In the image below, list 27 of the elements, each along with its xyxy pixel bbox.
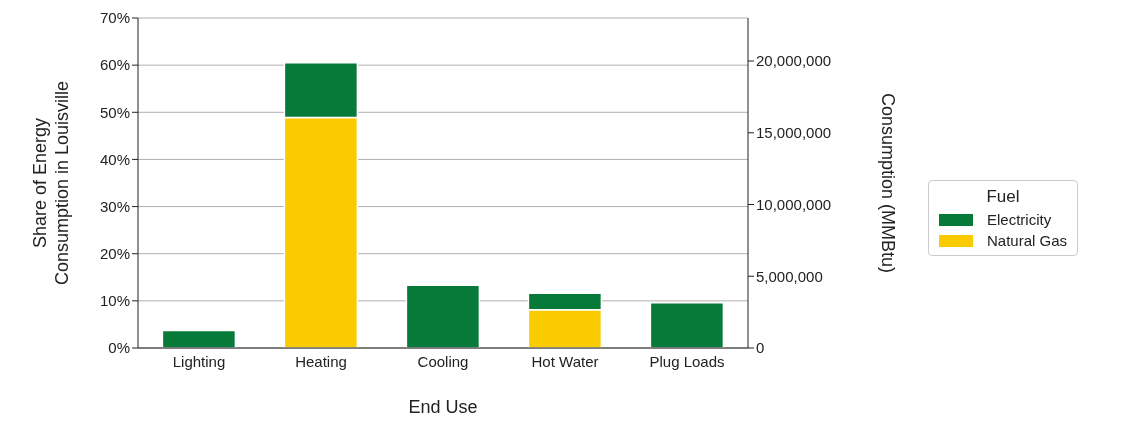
bar (649, 301, 725, 348)
y2-tick-label: 10,000,000 (756, 195, 832, 213)
y-tick-label: 60% (99, 56, 130, 74)
y-axis-title: Share of Energy Consumption in Louisville (30, 80, 72, 286)
legend-label: Electricity (987, 211, 1052, 228)
bar (161, 329, 237, 348)
y-tick-label: 70% (99, 9, 130, 27)
x-tick-label: Plug Loads (649, 352, 725, 370)
legend-title: Fuel (985, 187, 1021, 207)
y2-tick-label: 5,000,000 (756, 267, 823, 285)
x-tick-label: Cooling (417, 352, 469, 370)
y2-tick-label: 0 (756, 339, 765, 357)
x-axis-title: End Use (408, 397, 478, 417)
x-tick-label: Lighting (172, 352, 226, 370)
y-tick-label: 30% (99, 197, 130, 215)
y-tick-label: 50% (99, 103, 130, 121)
y-tick-label: 10% (99, 292, 130, 310)
x-tick-label: Hot Water (531, 352, 599, 370)
legend-label: Natural Gas (987, 232, 1068, 249)
x-tick-label: Heating (295, 352, 347, 370)
y2-tick-label: 15,000,000 (756, 124, 832, 142)
y-tick-label: 20% (99, 245, 130, 263)
y2-axis-title: Consumption (MMBtu) (877, 92, 898, 274)
bar (405, 284, 481, 348)
y2-tick-label: 20,000,000 (756, 52, 832, 70)
y-tick-label: 40% (99, 150, 130, 168)
y-tick-label: 0% (108, 339, 130, 357)
